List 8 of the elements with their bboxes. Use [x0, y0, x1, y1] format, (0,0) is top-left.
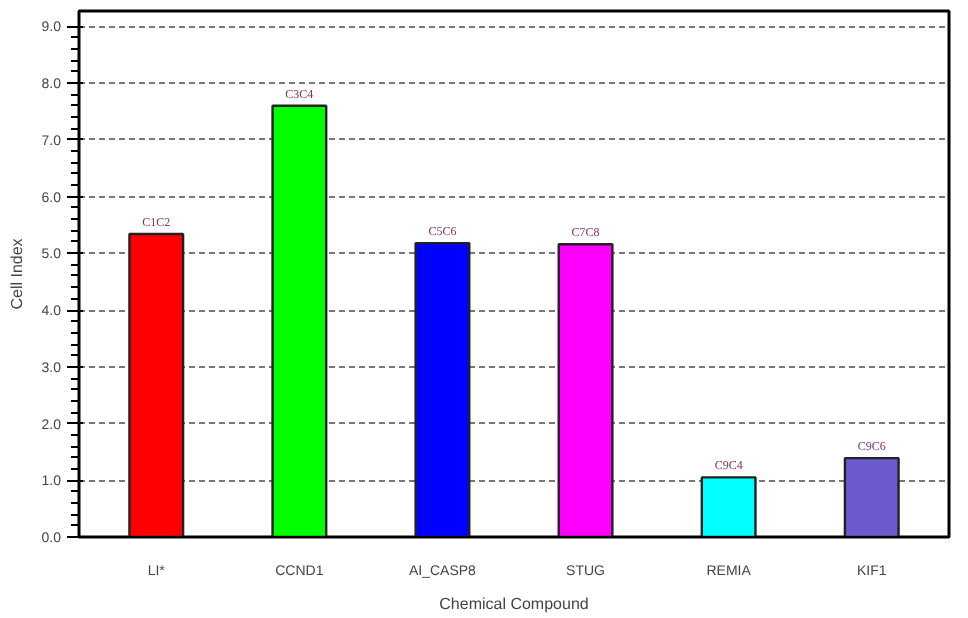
x-axis-title: Chemical Compound	[439, 595, 589, 613]
bar	[843, 456, 900, 537]
bar	[128, 232, 185, 537]
y-axis-title: Cell Index	[7, 238, 26, 310]
bar	[700, 476, 757, 537]
bar	[414, 241, 471, 537]
bar	[271, 104, 328, 537]
bar	[557, 243, 614, 537]
